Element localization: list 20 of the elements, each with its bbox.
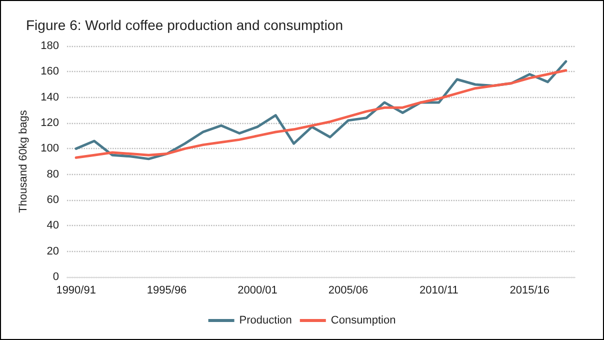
y-tick-label: 60 (46, 194, 59, 206)
y-tick-label: 100 (40, 142, 59, 155)
x-tick-label: 2010/11 (419, 284, 458, 296)
x-tick-label: 1995/96 (146, 284, 187, 296)
x-tick-label: 1990/91 (56, 284, 96, 296)
x-tick-label: 2015/16 (510, 284, 550, 296)
y-tick-label: 0 (52, 271, 59, 283)
y-tick-label: 160 (40, 66, 59, 78)
y-tick-label: 120 (40, 117, 59, 129)
legend-label: Consumption (330, 314, 396, 326)
y-tick-label: 20 (46, 245, 59, 258)
y-tick-label: 40 (46, 220, 59, 232)
x-tick-label: 2005/06 (328, 284, 368, 296)
y-axis-title: Thousand 60kg bags (18, 110, 30, 213)
y-tick-label: 80 (46, 168, 59, 180)
legend-label: Production (239, 314, 292, 326)
y-tick-label: 140 (40, 91, 59, 104)
x-tick-label: 2000/01 (238, 284, 278, 296)
chart-title: Figure 6: World coffee production and consumption (26, 17, 344, 33)
y-tick-label: 180 (40, 40, 59, 52)
